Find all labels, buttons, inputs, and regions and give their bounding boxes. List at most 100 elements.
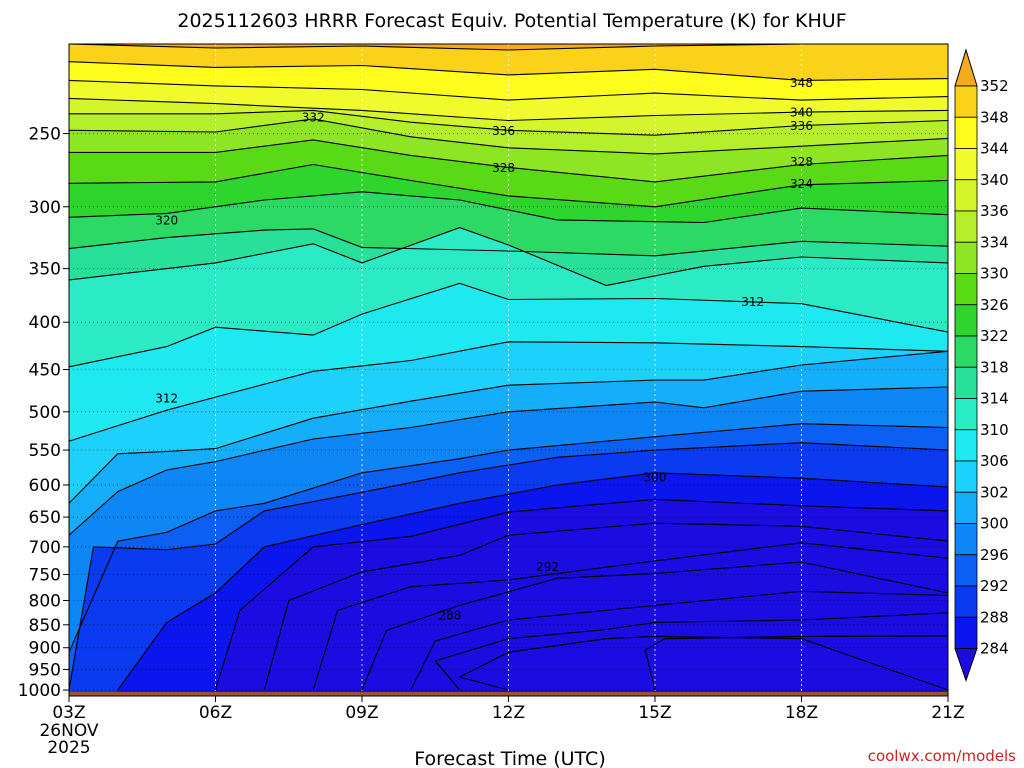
chart-title: 2025112603 HRRR Forecast Equiv. Potentia…	[177, 10, 846, 32]
colorbar-label: 334	[980, 233, 1009, 251]
contour-label: 312	[741, 295, 764, 309]
colorbar-label: 318	[980, 358, 1009, 376]
colorbar-swatch	[954, 273, 978, 306]
colorbar-swatch	[954, 429, 978, 462]
colorbar: 352 348 344 340 336 334 330 326 322 318 314 310 306 3…	[954, 48, 1009, 683]
colorbar-label: 296	[980, 546, 1009, 564]
contour-line-296	[263, 522, 948, 691]
y-tick-label: 350	[29, 260, 61, 280]
y-tick-label: 750	[29, 566, 61, 586]
contour-line-324	[69, 163, 948, 208]
contour-line-288	[434, 612, 948, 691]
contour-line-316	[69, 228, 948, 257]
colorbar-swatch	[954, 398, 978, 431]
colorbar-label: 352	[980, 77, 1009, 95]
y-tick-label: 1000	[18, 681, 61, 701]
y-tick-label: 950	[29, 660, 61, 680]
contour-line-352	[69, 44, 948, 51]
colorbar-label: 340	[980, 171, 1009, 189]
colorbar-swatch	[954, 366, 978, 399]
contour-line-312	[69, 282, 948, 368]
contour-line-314	[69, 227, 948, 287]
y-tick-label: 650	[29, 508, 61, 528]
colorbar-swatch	[954, 304, 978, 337]
contour-line-332	[69, 118, 948, 155]
colorbar-swatch	[954, 460, 978, 493]
colorbar-label: 284	[980, 640, 1009, 658]
contour-label: 320	[155, 213, 178, 227]
contour-label: 300	[644, 470, 667, 484]
y-tick-label: 700	[29, 538, 61, 558]
colorbar-swatch	[954, 523, 978, 556]
ground-bar	[69, 692, 948, 696]
filled-bands	[69, 44, 948, 696]
colorbar-label: 314	[980, 390, 1009, 408]
contour-label: 348	[790, 76, 813, 90]
contour-label: 312	[155, 391, 178, 405]
contour-line-286	[458, 635, 948, 691]
y-tick-label: 450	[29, 361, 61, 381]
y-tick-label: 600	[29, 476, 61, 496]
colorbar-swatch	[954, 148, 978, 181]
contour-line-290	[410, 590, 948, 691]
x-tick-label: 18Z	[785, 703, 818, 723]
y-tick-label: 300	[29, 198, 61, 218]
y-tick-label: 800	[29, 591, 61, 611]
colorbar-swatch	[954, 554, 978, 587]
contour-line-336	[69, 109, 948, 136]
colorbar-swatch	[954, 491, 978, 524]
y-axis: 250 300 350 400 450 500 550 600 650 700 750 800 850 9…	[18, 125, 69, 701]
contour-label: 336	[492, 124, 515, 138]
colorbar-label: 336	[980, 202, 1009, 220]
contour-line-306	[69, 386, 948, 536]
contour-line-344	[69, 79, 948, 101]
contour-line-302	[69, 442, 948, 691]
y-tick-label: 550	[29, 441, 61, 461]
contour-line-320	[69, 191, 948, 224]
x-tick-label: 15Z	[638, 703, 671, 723]
contour-lines	[69, 44, 948, 691]
contour-label: 336	[790, 119, 813, 133]
colorbar-swatch	[954, 116, 978, 149]
y-tick-label: 850	[29, 616, 61, 636]
x-axis-label: Forecast Time (UTC)	[414, 748, 605, 768]
y-tick-label: 500	[29, 403, 61, 423]
colorbar-swatch	[954, 616, 978, 649]
contour-line-348	[69, 61, 948, 81]
colorbar-swatch	[954, 210, 978, 243]
colorbar-label: 292	[980, 577, 1009, 595]
contour-label: 324	[790, 177, 813, 191]
x-tick-label: 21Z	[931, 703, 964, 723]
colorbar-swatch	[954, 335, 978, 368]
band-284	[645, 636, 948, 696]
credit-text[interactable]: coolwx.com/models	[868, 747, 1016, 765]
colorbar-label: 310	[980, 421, 1009, 439]
x-tick-label: 03Z	[52, 703, 85, 723]
x-tick-label: 12Z	[492, 703, 525, 723]
plot-clip-group	[69, 44, 948, 696]
colorbar-label: 348	[980, 108, 1009, 126]
colorbar-label: 302	[980, 483, 1009, 501]
colorbar-swatch	[954, 85, 978, 118]
colorbar-label: 330	[980, 265, 1009, 283]
contour-label: 340	[790, 106, 813, 120]
x-date-label: 2025	[47, 738, 90, 758]
contour-label: 328	[492, 161, 515, 175]
colorbar-swatch	[954, 585, 978, 618]
contour-line-294	[312, 542, 948, 691]
colorbar-swatch	[954, 241, 978, 274]
contour-line-298	[214, 498, 948, 691]
colorbar-swatch	[954, 179, 978, 212]
colorbar-label: 322	[980, 327, 1009, 345]
contour-line-308	[69, 350, 948, 504]
contour-line-310	[69, 341, 948, 442]
y-tick-label: 250	[29, 125, 61, 145]
contour-label: 332	[302, 111, 325, 125]
contour-line-300	[117, 472, 948, 691]
contour-line-328	[69, 139, 948, 183]
x-tick-label: 06Z	[199, 703, 232, 723]
colorbar-label: 344	[980, 140, 1009, 158]
